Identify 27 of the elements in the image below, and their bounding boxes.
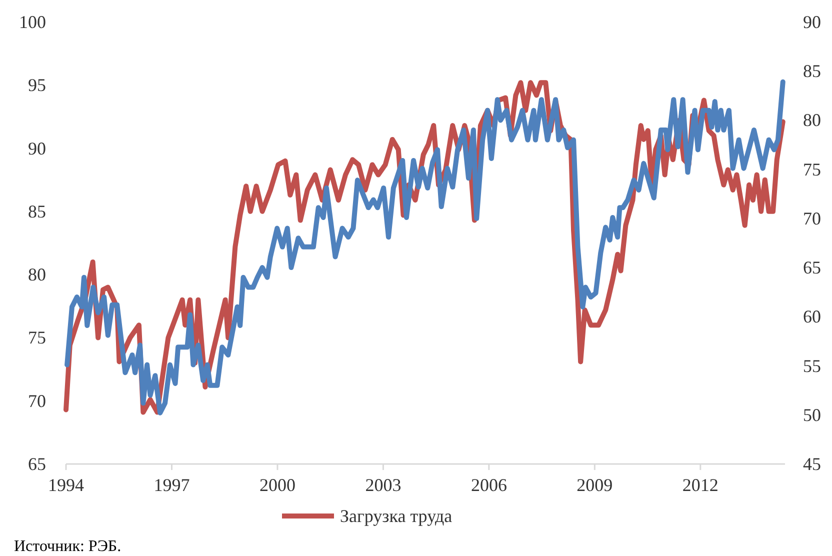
x-tick-label: 2006 [470, 475, 507, 495]
y2-tick-label: 70 [803, 208, 821, 228]
y-tick-label: 85 [28, 201, 46, 222]
y2-tick-label: 75 [803, 159, 821, 180]
y-tick-label: 80 [28, 264, 46, 285]
y2-tick-label: 90 [803, 12, 821, 32]
y2-tick-label: 55 [803, 356, 821, 376]
y-tick-label: 100 [19, 12, 46, 32]
x-tick-label: 2009 [576, 475, 613, 495]
y-tick-label: 65 [28, 454, 46, 474]
y2-tick-label: 45 [803, 454, 821, 474]
x-tick-label: 2012 [682, 475, 718, 495]
y2-tick-label: 65 [803, 258, 821, 278]
y2-tick-label: 85 [803, 61, 821, 82]
y-tick-label: 95 [28, 75, 46, 96]
legend-label: Загрузка труда [340, 506, 452, 526]
x-tick-label: 1994 [48, 475, 84, 495]
x-tick-label: 1997 [154, 475, 190, 495]
x-tick-label: 2003 [365, 475, 402, 495]
y-tick-label: 75 [28, 328, 46, 348]
y2-tick-label: 50 [803, 404, 821, 425]
y-tick-label: 90 [28, 138, 46, 158]
y-tick-label: 70 [28, 390, 46, 411]
text: Источник: РЭБ. [14, 538, 122, 555]
y2-tick-label: 60 [803, 306, 821, 327]
y2-tick-label: 80 [803, 110, 821, 130]
x-tick-label: 2000 [259, 475, 296, 495]
